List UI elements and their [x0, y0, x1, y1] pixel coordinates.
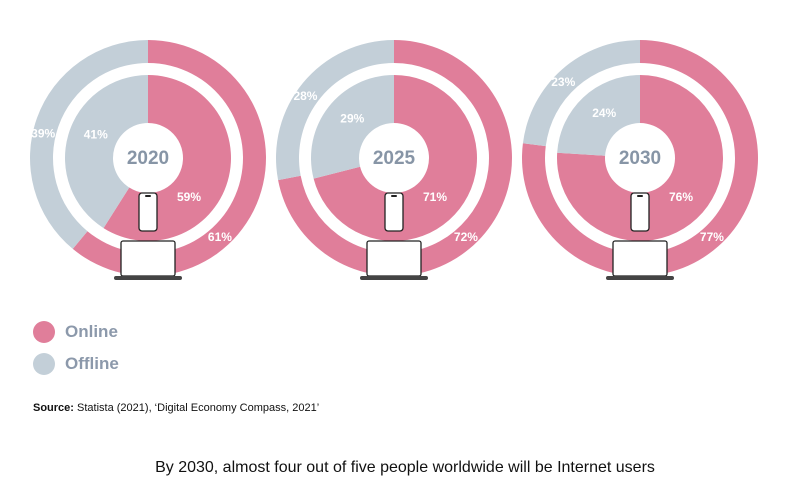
label-outer-offline: 23% — [551, 75, 575, 89]
source-prefix: Source: — [33, 402, 74, 414]
laptop-icon — [360, 240, 428, 280]
legend: Online Offline — [33, 316, 119, 380]
label-outer-offline: 28% — [293, 89, 317, 103]
inner-slice-online — [313, 75, 477, 241]
legend-swatch-online — [33, 321, 55, 343]
smartphone-icon — [138, 192, 158, 232]
legend-label-online: Online — [65, 322, 118, 341]
source-text: Statista (2021), ‘Digital Economy Compas… — [73, 402, 320, 414]
source-note: Source: Statista (2021), ‘Digital Econom… — [33, 402, 319, 414]
smartphone-icon — [384, 192, 404, 232]
inner-slice-offline — [64, 75, 148, 229]
label-inner-offline: 41% — [84, 127, 108, 141]
label-outer-online: 72% — [454, 230, 478, 244]
caption: By 2030, almost four out of five people … — [155, 459, 655, 476]
label-outer-offline: 39% — [31, 126, 55, 140]
inner-slice-offline — [557, 75, 640, 156]
label-inner-online: 76% — [669, 190, 693, 204]
legend-item-offline: Offline — [33, 348, 119, 380]
smartphone-icon — [630, 192, 650, 232]
label-inner-offline: 24% — [592, 106, 616, 120]
inner-slice-online — [556, 75, 723, 241]
label-inner-offline: 29% — [340, 111, 364, 125]
label-inner-online: 71% — [423, 190, 447, 204]
laptop-icon — [114, 240, 182, 280]
inner-slice-offline — [311, 75, 395, 179]
inner-slice-online — [103, 75, 231, 241]
year-label-2020: 2020 — [127, 148, 169, 169]
laptop-icon — [606, 240, 674, 280]
outer-slice-offline — [30, 40, 149, 249]
legend-item-online: Online — [33, 316, 119, 348]
donut-2030: 77% 23% 76% 24% 2030 — [522, 40, 758, 280]
outer-slice-online — [72, 40, 266, 276]
year-label-2030: 2030 — [619, 148, 661, 169]
legend-swatch-offline — [33, 353, 55, 375]
label-inner-online: 59% — [177, 190, 201, 204]
outer-slice-offline — [522, 40, 640, 147]
donut-charts: 61% 39% 59% 41% 2020 72% 28% 71% 29% 2025 77% 23% 76… — [30, 40, 758, 280]
label-outer-online: 61% — [208, 230, 232, 244]
donut-2020: 61% 39% 59% 41% 2020 — [30, 40, 266, 280]
donut-2025: 72% 28% 71% 29% 2025 — [276, 40, 513, 280]
legend-label-offline: Offline — [65, 354, 119, 373]
outer-slice-offline — [276, 40, 394, 181]
label-outer-online: 77% — [700, 230, 724, 244]
year-label-2025: 2025 — [373, 148, 416, 169]
